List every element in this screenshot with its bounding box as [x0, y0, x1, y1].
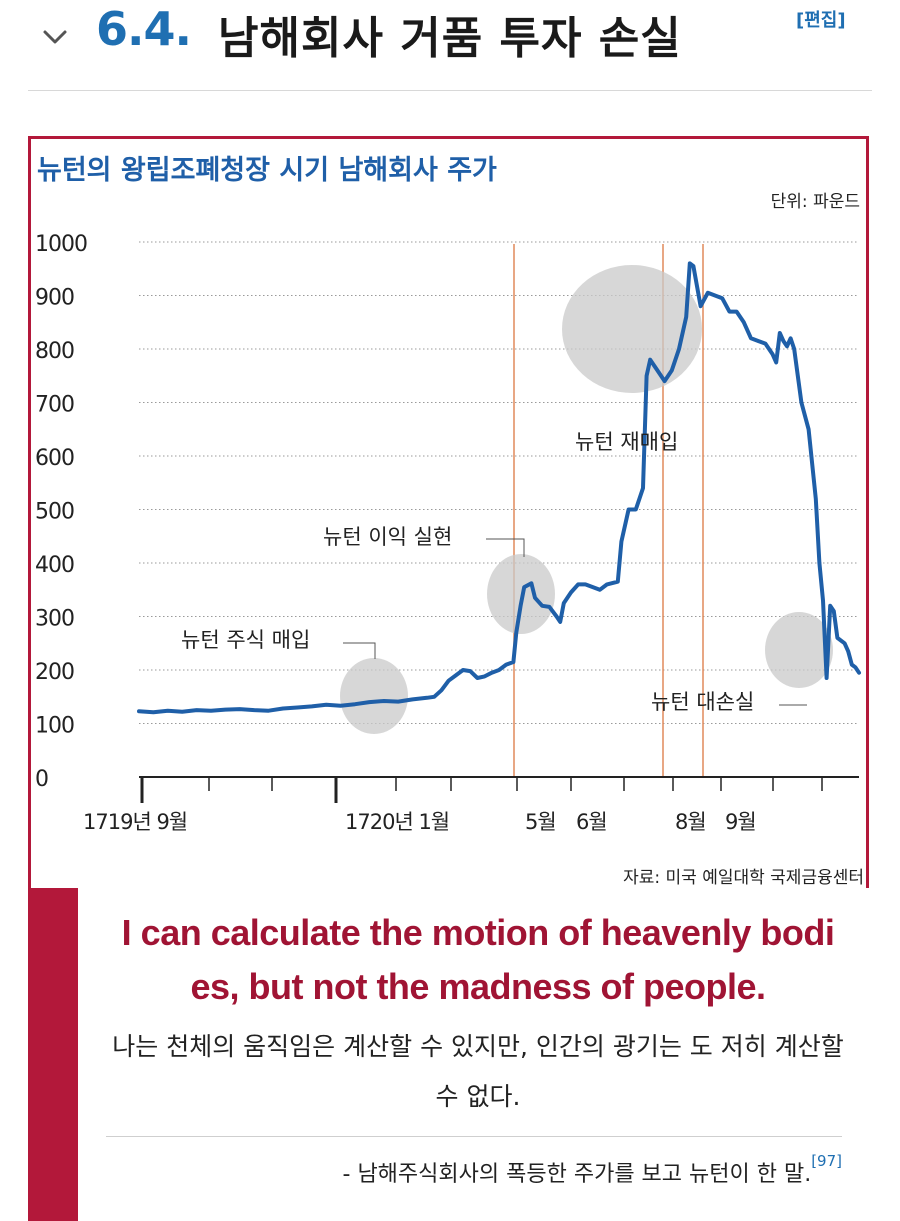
- highlight-circle: [562, 265, 702, 393]
- chevron-down-icon[interactable]: [40, 22, 70, 52]
- y-tick-label: 800: [35, 339, 74, 364]
- x-tick-label: 5월: [525, 810, 556, 834]
- annotation-label: 뉴턴 주식 매입: [181, 628, 310, 652]
- section-number: 6.4.: [96, 2, 192, 56]
- header-divider: [28, 90, 872, 91]
- section-header: 6.4. 남해회사 거품 투자 손실 [편집]: [0, 0, 900, 92]
- quote-accent-bar: [28, 888, 78, 1221]
- y-tick-label: 1000: [35, 232, 87, 257]
- y-tick-label: 0: [35, 767, 48, 792]
- y-tick-label: 300: [35, 607, 74, 632]
- price-series-line: [137, 261, 861, 715]
- attribution-text: - 남해주식회사의 폭등한 주가를 보고 뉴턴이 한 말.: [342, 1162, 812, 1187]
- x-tick-label: 8월: [675, 810, 706, 834]
- quote-korean: 나는 천체의 움직임은 계산할 수 있지만, 인간의 광기는 도 저히 계산할 …: [112, 1032, 844, 1111]
- highlight-circle: [765, 612, 833, 688]
- annotation-leader: [343, 642, 376, 659]
- chart-title: 뉴턴의 왕립조폐청장 시기 남해회사 주가: [37, 155, 497, 186]
- y-tick-label: 100: [35, 714, 74, 739]
- y-tick-label: 400: [35, 553, 74, 578]
- annotation-label: 뉴턴 이익 실현: [323, 525, 452, 549]
- edit-link[interactable]: [편집]: [796, 10, 846, 31]
- y-tick-label: 700: [35, 393, 74, 418]
- y-tick-label: 200: [35, 660, 74, 685]
- quote-divider: [106, 1136, 842, 1137]
- x-tick-label: 9월: [725, 810, 756, 834]
- y-tick-label: 600: [35, 446, 74, 471]
- footnote-link[interactable]: [97]: [811, 1152, 842, 1170]
- x-tick-label: 1720년 1월: [345, 810, 449, 834]
- y-tick-label: 500: [35, 500, 74, 525]
- annotation-label: 뉴턴 재매입: [575, 430, 678, 454]
- annotation-label: 뉴턴 대손실: [651, 690, 754, 714]
- x-tick-label: 1719년 9월: [83, 810, 187, 834]
- y-tick-label: 900: [35, 286, 74, 311]
- quote-english: I can calculate the motion of heavenly b…: [121, 912, 835, 1007]
- quote-attribution: - 남해주식회사의 폭등한 주가를 보고 뉴턴이 한 말.[97]: [106, 1152, 842, 1188]
- x-tick-label: 6월: [576, 810, 607, 834]
- quote-panel: I can calculate the motion of heavenly b…: [28, 888, 869, 1221]
- section-title: 남해회사 거품 투자 손실: [218, 13, 682, 64]
- chart-unit: 단위: 파운드: [771, 192, 860, 212]
- highlight-circle: [340, 658, 408, 734]
- annotation-leader: [486, 538, 525, 557]
- stock-price-chart: 뉴턴의 왕립조폐청장 시기 남해회사 주가 단위: 파운드 뉴턴 주식 매입뉴턴…: [31, 155, 866, 895]
- chart-source: 자료: 미국 예일대학 국제금융센터: [623, 868, 864, 888]
